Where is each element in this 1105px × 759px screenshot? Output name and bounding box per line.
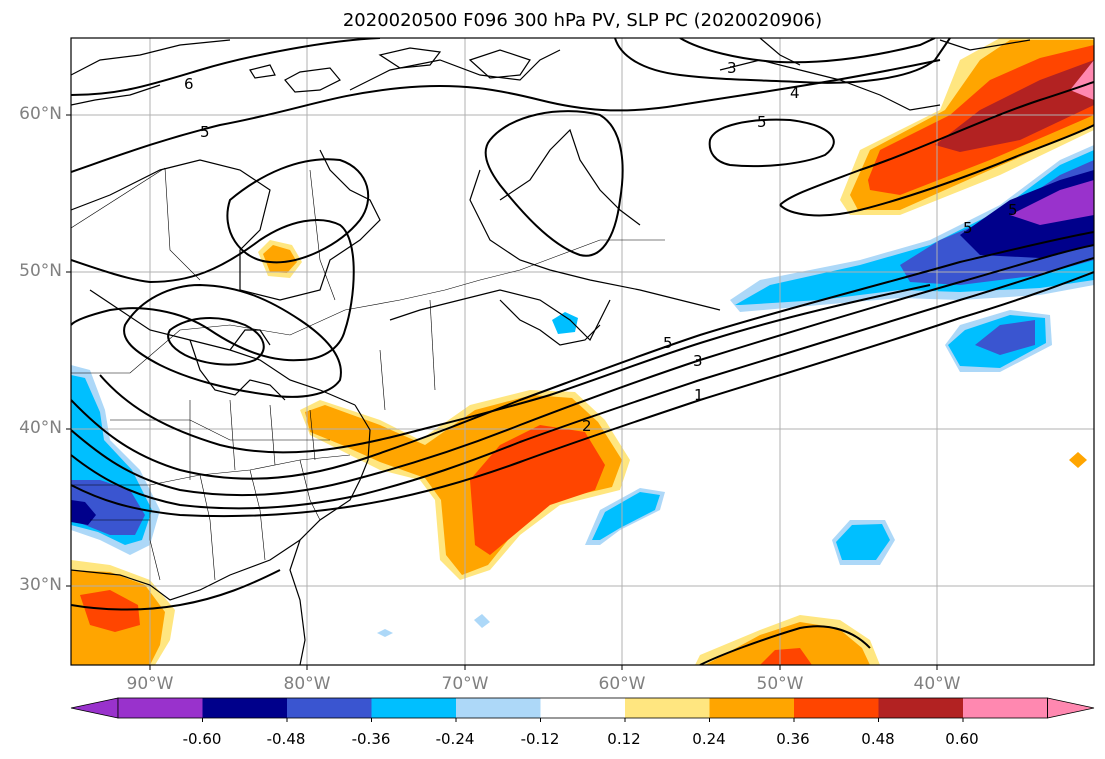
tick-marks xyxy=(66,114,938,670)
colorbar-tick-label: -0.36 xyxy=(351,730,391,748)
lat-label: 30°N xyxy=(19,575,62,595)
lat-label: 40°N xyxy=(19,418,62,438)
map-frame xyxy=(70,37,1095,666)
contour-label: 3 xyxy=(727,59,737,77)
colorbar-segment xyxy=(540,698,626,718)
contour-label: 5 xyxy=(663,334,673,352)
colorbar-tick-label: 0.36 xyxy=(776,730,810,748)
colorbar-tick-label: 0.48 xyxy=(861,730,895,748)
colorbar-segment xyxy=(963,698,1048,718)
colorbar-tick-label: 0.12 xyxy=(607,730,641,748)
colorbar-extend-high xyxy=(1047,697,1095,719)
contour-label: 2 xyxy=(582,417,592,435)
contour-label: 5 xyxy=(200,123,210,141)
map-title: 2020020500 F096 300 hPa PV, SLP PC (2020… xyxy=(342,10,823,31)
colorbar-segment xyxy=(456,698,541,718)
contour-label: 6 xyxy=(184,75,194,93)
slp-contours xyxy=(71,38,1094,665)
lon-label: 40°W xyxy=(913,674,961,694)
colorbar-segment xyxy=(371,698,457,718)
lon-label: 50°W xyxy=(756,674,804,694)
contour-label: 4 xyxy=(790,84,800,102)
lon-label: 60°W xyxy=(598,674,646,694)
contour-labels: 6 5 3 4 5 5 5 3 2 1 5 xyxy=(184,59,1018,435)
colorbar-tick-label: -0.60 xyxy=(182,730,222,748)
colorbar-segment xyxy=(118,698,203,718)
colorbar-tick-label: -0.48 xyxy=(266,730,306,748)
colorbar-segment xyxy=(202,698,288,718)
lon-label: 90°W xyxy=(126,674,174,694)
lon-label: 70°W xyxy=(441,674,489,694)
contour-label: 5 xyxy=(963,219,973,237)
colorbar xyxy=(70,697,1095,722)
colorbar-tick-label: -0.12 xyxy=(520,730,560,748)
colorbar-segment xyxy=(625,698,710,718)
pv-shading xyxy=(71,38,1094,665)
colorbar-segment xyxy=(878,698,964,718)
colorbar-segment xyxy=(287,698,372,718)
boundaries xyxy=(71,167,665,581)
lat-label: 60°N xyxy=(19,104,62,124)
colorbar-tick-label: 0.24 xyxy=(692,730,726,748)
contour-label: 5 xyxy=(1008,201,1018,219)
colorbar-segment xyxy=(794,698,879,718)
lat-label: 50°N xyxy=(19,261,62,281)
contour-label: 5 xyxy=(757,113,767,131)
contour-label: 1 xyxy=(694,386,704,404)
colorbar-outline xyxy=(117,697,1048,719)
contour-label: 3 xyxy=(693,352,703,370)
colorbar-extend-low xyxy=(70,697,119,719)
lon-label: 80°W xyxy=(283,674,331,694)
map-area: 6 5 3 4 5 5 5 3 2 1 5 xyxy=(71,38,1094,665)
colorbar-tick-label: 0.60 xyxy=(945,730,979,748)
colorbar-segment xyxy=(709,698,795,718)
colorbar-tick-label: -0.24 xyxy=(435,730,475,748)
